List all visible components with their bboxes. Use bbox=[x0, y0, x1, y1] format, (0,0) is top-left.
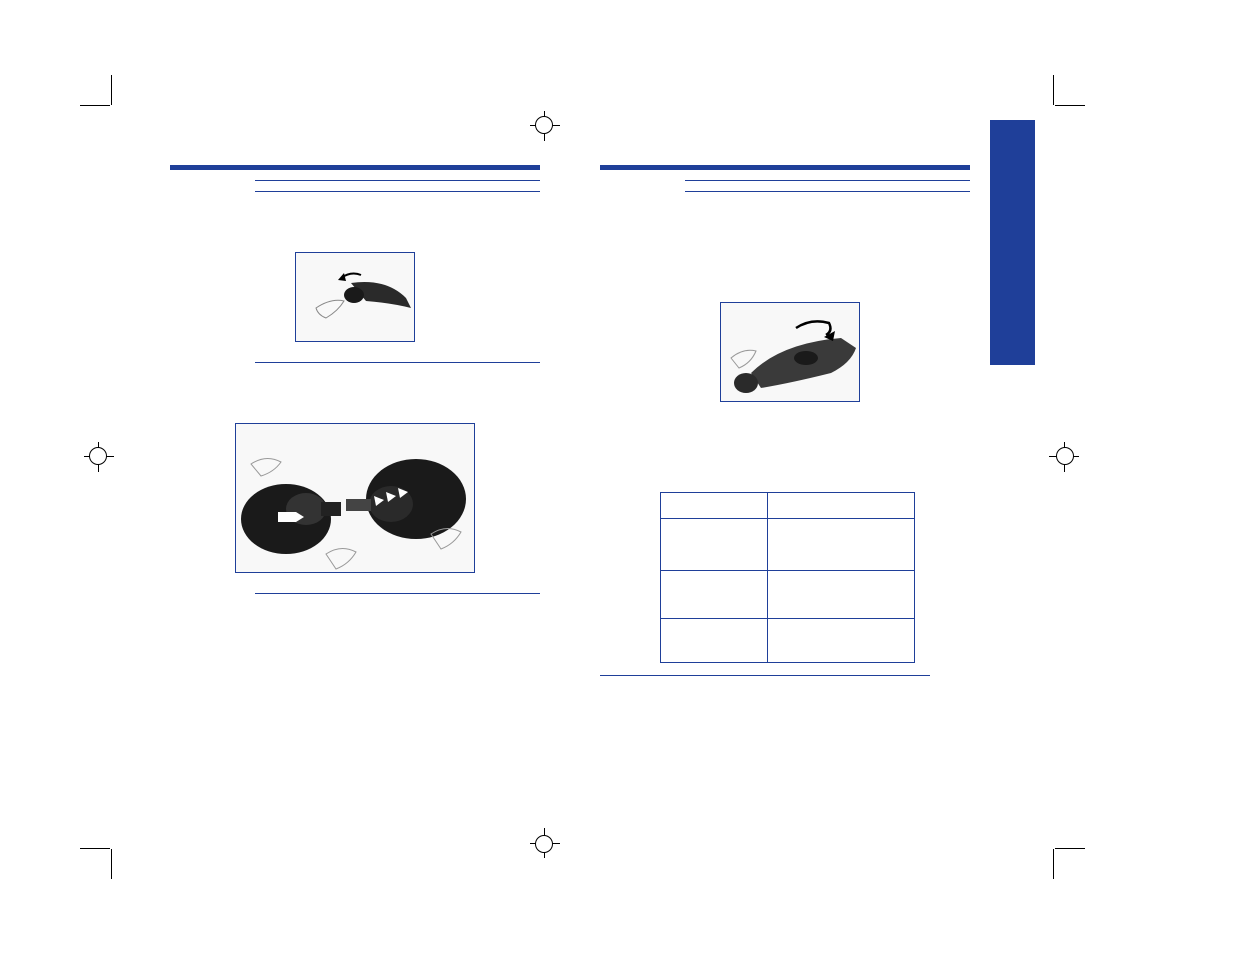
specifications-table bbox=[660, 492, 915, 663]
table-caption-rule bbox=[600, 675, 930, 676]
page-spread bbox=[170, 165, 970, 676]
right-column bbox=[600, 165, 970, 676]
table-cell bbox=[767, 519, 914, 571]
illustration-tip-removal bbox=[295, 252, 415, 342]
caption-rule-2 bbox=[255, 593, 540, 594]
caption-rule-1 bbox=[255, 362, 540, 363]
language-tab bbox=[990, 120, 1035, 365]
left-column bbox=[170, 165, 540, 676]
table-row bbox=[661, 571, 915, 619]
table-row bbox=[661, 519, 915, 571]
table-cell bbox=[661, 519, 768, 571]
table-header-row bbox=[661, 493, 915, 519]
sub-rule-left-1 bbox=[255, 180, 540, 181]
table-cell bbox=[661, 571, 768, 619]
sub-rule-right-1 bbox=[685, 180, 970, 181]
header-rule-right bbox=[600, 165, 970, 170]
table-row bbox=[661, 619, 915, 663]
illustration-switch-operation bbox=[720, 302, 860, 402]
table-cell bbox=[661, 619, 768, 663]
header-rule-left bbox=[170, 165, 540, 170]
table-header-cell bbox=[661, 493, 768, 519]
illustration-attachment-connect bbox=[235, 423, 475, 573]
table-header-cell bbox=[767, 493, 914, 519]
table-cell bbox=[767, 571, 914, 619]
table-cell bbox=[767, 619, 914, 663]
